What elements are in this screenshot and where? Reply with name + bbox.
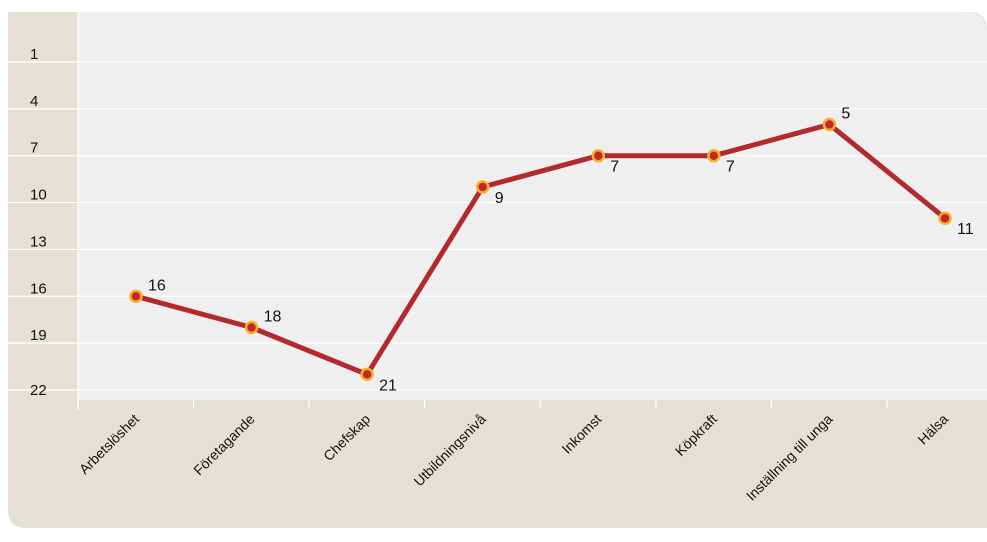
data-points (129, 117, 952, 382)
data-point (244, 320, 259, 335)
y-tick-label: 22 (30, 382, 47, 399)
data-point (938, 211, 952, 225)
data-label: 16 (148, 277, 166, 294)
y-tick-label: 7 (30, 140, 38, 157)
y-tick-label: 1 (30, 46, 38, 63)
y-tick-label: 10 (30, 187, 47, 204)
data-label: 11 (957, 221, 974, 238)
y-tick-label: 4 (30, 93, 38, 110)
data-point (707, 148, 721, 163)
plot-area (78, 12, 987, 400)
data-point (822, 117, 837, 132)
data-point (475, 180, 490, 194)
data-labels: 16 18 21 9 7 7 5 11 (148, 105, 974, 394)
data-point (360, 367, 374, 382)
data-point (591, 148, 606, 163)
gridlines (8, 61, 987, 391)
y-tick-label: 19 (30, 327, 47, 344)
y-tick-labels: 1 4 7 10 13 16 19 22 (30, 46, 47, 399)
data-label: 7 (726, 159, 735, 176)
data-label: 18 (264, 309, 282, 326)
x-ticks (77, 400, 888, 408)
data-label: 5 (841, 105, 850, 122)
data-label: 9 (495, 190, 504, 207)
data-point (129, 289, 143, 304)
series-line (133, 121, 948, 377)
data-label: 7 (610, 159, 619, 176)
y-tick-label: 13 (30, 233, 47, 250)
y-tick-label: 16 (30, 280, 47, 297)
data-label: 21 (379, 377, 397, 394)
